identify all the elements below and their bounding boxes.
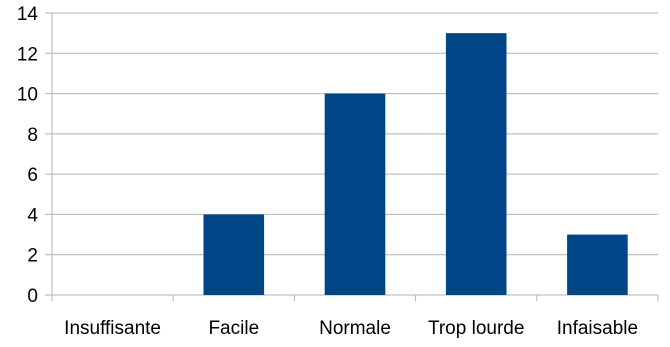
y-tick-label: 10 [17,85,38,106]
axes [51,13,659,301]
x-category-label: Trop lourde [428,318,524,339]
bar [324,93,386,295]
y-tick-label: 0 [27,286,38,307]
x-category-label: Infaisable [557,318,638,339]
x-category-label: Facile [208,318,259,339]
y-tick-labels: 0 2 4 6 8 10 12 14 [17,4,39,307]
y-tick-label: 8 [27,125,38,146]
y-tick-label: 12 [17,44,38,65]
y-tick-label: 14 [17,4,39,25]
bar [445,33,507,296]
bars [203,33,628,296]
bar [203,214,265,295]
bar [567,234,628,295]
y-tick-label: 6 [27,165,38,186]
x-category-labels: Insuffisante Facile Normale Trop lourde Infa… [64,318,638,339]
x-category-label: Insuffisante [64,318,161,339]
x-category-label: Normale [319,318,391,339]
y-tick-label: 2 [27,246,38,267]
y-tick-label: 4 [27,205,38,226]
